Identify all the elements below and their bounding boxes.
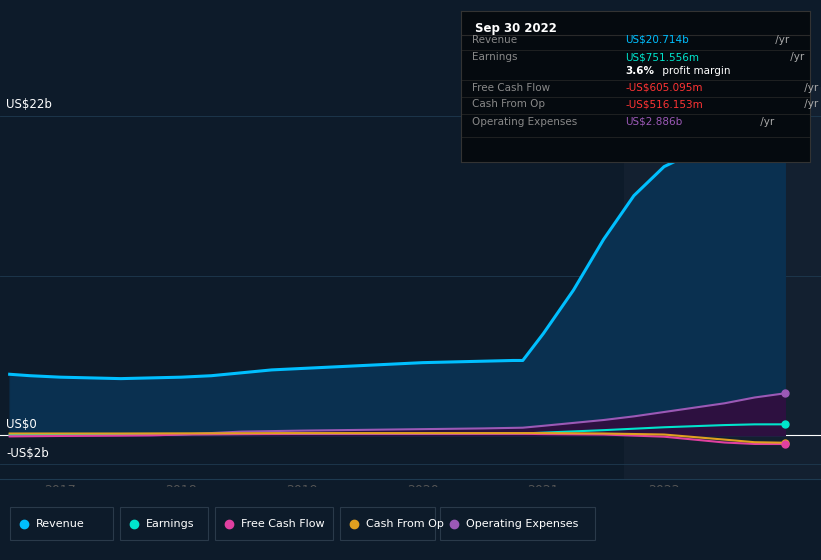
Text: Revenue: Revenue (472, 35, 517, 45)
Bar (624, 87, 821, 479)
Text: -US$605.095m: -US$605.095m (626, 82, 703, 92)
FancyBboxPatch shape (120, 507, 208, 540)
Text: Free Cash Flow: Free Cash Flow (472, 82, 550, 92)
Text: US$20.714b: US$20.714b (626, 35, 689, 45)
Text: /yr: /yr (801, 99, 819, 109)
FancyBboxPatch shape (215, 507, 333, 540)
Text: -US$2b: -US$2b (6, 447, 48, 460)
Text: US$751.556m: US$751.556m (626, 52, 699, 62)
Text: Sep 30 2022: Sep 30 2022 (475, 22, 557, 35)
Text: Operating Expenses: Operating Expenses (472, 116, 577, 127)
Text: US$22b: US$22b (6, 99, 52, 111)
Text: 3.6%: 3.6% (626, 66, 654, 76)
Text: profit margin: profit margin (658, 66, 730, 76)
Text: Earnings: Earnings (472, 52, 517, 62)
Text: /yr: /yr (787, 52, 804, 62)
Text: /yr: /yr (772, 35, 789, 45)
Text: US$2.886b: US$2.886b (626, 116, 682, 127)
FancyBboxPatch shape (440, 507, 595, 540)
Text: -US$516.153m: -US$516.153m (626, 99, 703, 109)
FancyBboxPatch shape (10, 507, 113, 540)
Text: Cash From Op: Cash From Op (366, 519, 444, 529)
Text: Cash From Op: Cash From Op (472, 99, 545, 109)
Text: Revenue: Revenue (36, 519, 85, 529)
Text: Operating Expenses: Operating Expenses (466, 519, 578, 529)
Text: US$0: US$0 (6, 418, 37, 431)
Text: /yr: /yr (757, 116, 774, 127)
FancyBboxPatch shape (340, 507, 435, 540)
Text: /yr: /yr (801, 82, 819, 92)
Text: Earnings: Earnings (146, 519, 195, 529)
Text: Free Cash Flow: Free Cash Flow (241, 519, 324, 529)
